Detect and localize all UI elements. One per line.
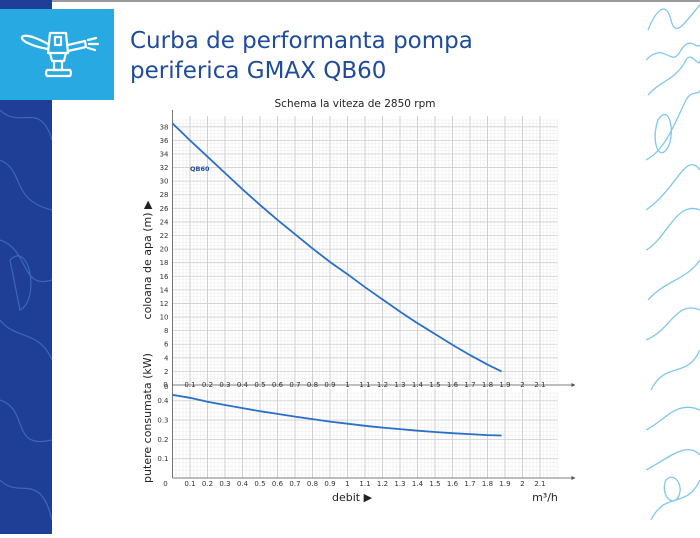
- y-tick-label: 34: [160, 150, 169, 158]
- y-tick-label: 16: [160, 273, 169, 281]
- x-tick-label: 1: [345, 480, 349, 488]
- x-tick-label: 0.5: [254, 381, 265, 389]
- y-tick-label: 6: [164, 341, 169, 349]
- x-tick-label: 1.8: [482, 381, 493, 389]
- x-tick-label: 0.8: [307, 381, 318, 389]
- x-tick-label: 0.5: [254, 480, 265, 488]
- x-tick-label: 0.6: [272, 381, 284, 389]
- y-tick-label: 30: [160, 178, 169, 186]
- power-ylabel: putere consumata (kW): [141, 353, 154, 483]
- head-ylabel: coloana de apa (m) ▶: [141, 200, 154, 320]
- title-line-1: Curba de performanta pompa: [130, 28, 473, 54]
- x-axis-arrow: [572, 476, 576, 480]
- y-tick-label: 0.4: [157, 397, 169, 405]
- y-tick-label: 36: [160, 137, 169, 145]
- head-plot: 0 0.1 0.2 0.3 0.4 0.5 0.6 0.7 0.8 0.9 1 1.1 1.2 1.3 1.…: [160, 110, 576, 391]
- y-tick-label: 22: [160, 232, 169, 240]
- x-tick-label: 1.1: [359, 381, 370, 389]
- x-tick-label: 1.2: [377, 480, 388, 488]
- x-tick-label: 2: [520, 480, 524, 488]
- x-tick-label: 1.3: [394, 381, 405, 389]
- x-tick-label: 1.4: [412, 480, 424, 488]
- x-tick-label: 1: [345, 381, 349, 389]
- x-tick-label: 2.1: [534, 480, 545, 488]
- x-tick-label: 0.7: [289, 480, 300, 488]
- page-title: Curba de performanta pompa periferica GM…: [130, 26, 473, 86]
- x-tick-label: 1.7: [464, 381, 475, 389]
- x-tick-label: 2: [520, 381, 524, 389]
- x-tick-label: 1.5: [429, 480, 440, 488]
- x-tick-label: 0.8: [307, 480, 318, 488]
- x-tick-label: 0: [163, 480, 167, 488]
- x-tick-label: 0.7: [289, 381, 300, 389]
- x-tick-label: 2.1: [534, 381, 545, 389]
- y-tick-label: 28: [160, 191, 169, 199]
- y-tick-label: 0.2: [157, 436, 168, 444]
- y-tick-label: 32: [160, 164, 169, 172]
- x-tick-label: 0.4: [237, 480, 249, 488]
- chart-title: Schema la viteza de 2850 rpm: [275, 98, 436, 110]
- x-tick-label: 1.9: [499, 480, 510, 488]
- x-unit: m³/h: [532, 491, 558, 504]
- x-tick-label: 1.7: [464, 480, 475, 488]
- x-tick-label: 1.4: [412, 381, 424, 389]
- x-tick-label: 0.2: [202, 381, 213, 389]
- x-tick-label: 1.2: [377, 381, 388, 389]
- x-tick-label: 1.8: [482, 480, 493, 488]
- x-tick-label: 1.9: [499, 381, 510, 389]
- xlabel-debit: debit ▶: [332, 491, 373, 504]
- x-tick-label: 0.3: [219, 480, 230, 488]
- x-tick-label: 0.9: [324, 480, 335, 488]
- y-tick-label: 14: [160, 286, 169, 294]
- x-tick-label: 0.3: [219, 381, 230, 389]
- y-tick-label: 0.1: [157, 455, 168, 463]
- y-tick-label: 2: [164, 368, 168, 376]
- x-tick-label: 0.9: [324, 381, 335, 389]
- x-tick-label: 0.2: [202, 480, 213, 488]
- y-tick-label: 24: [160, 218, 169, 226]
- y-tick-label: 38: [160, 123, 169, 131]
- series-label: QB60: [190, 165, 210, 173]
- y-tick-label: 10: [160, 314, 169, 322]
- y-tick-label: 12: [160, 300, 169, 308]
- x-tick-label: 0.6: [272, 480, 284, 488]
- x-tick-label: 0.1: [184, 381, 195, 389]
- power-plot: 0 0.1 0.2 0.3 0.4 0.5 0.6 0.7 0.8 0.9 1 1.1 1.2 1.3 1.…: [157, 383, 575, 488]
- y-tick-label: 26: [160, 205, 169, 213]
- x-tick-label: 0.4: [237, 381, 249, 389]
- y-tick-label: 8: [164, 327, 168, 335]
- x-axis-arrow: [572, 383, 576, 387]
- title-line-2: periferica GMAX QB60: [130, 58, 386, 84]
- y-tick-label-zero: 0: [164, 383, 168, 391]
- x-tick-label: 1.6: [447, 381, 459, 389]
- y-tick-label: 20: [160, 246, 169, 254]
- y-tick-label: 0.3: [157, 417, 168, 425]
- x-tick-label: 0.1: [184, 480, 195, 488]
- y-tick-label: 4: [164, 354, 169, 362]
- x-tick-label: 1.5: [429, 381, 440, 389]
- y-tick-label: 18: [160, 259, 169, 267]
- x-tick-label: 1.1: [359, 480, 370, 488]
- x-tick-label: 1.3: [394, 480, 405, 488]
- x-tick-label: 1.6: [447, 480, 459, 488]
